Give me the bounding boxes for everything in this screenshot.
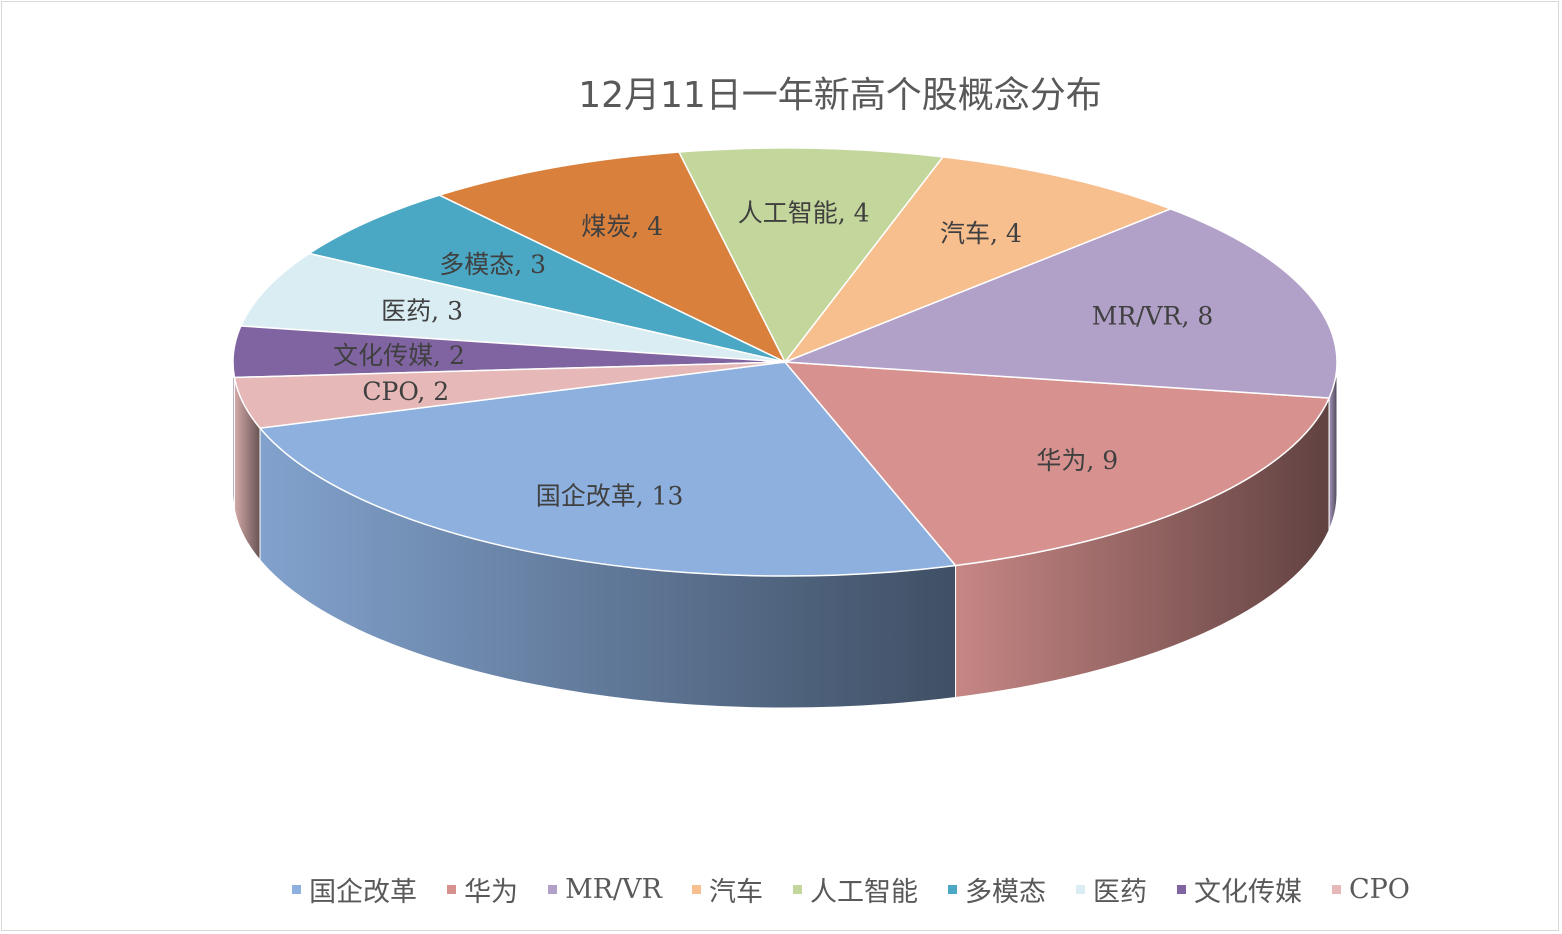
legend-label: 医药: [1092, 877, 1147, 908]
data-label-文化传媒: 文化传媒, 2: [333, 341, 465, 370]
legend-label: 汽车: [708, 877, 763, 908]
legend-item-人工智能: 人工智能: [792, 870, 918, 909]
legend-item-汽车: 汽车: [691, 870, 763, 909]
legend-item-国企改革: 国企改革: [292, 870, 417, 909]
legend-label: CPO: [1348, 874, 1410, 905]
legend-swatch: [691, 885, 701, 894]
data-label-人工智能: 人工智能, 4: [738, 198, 870, 227]
legend-item-医药: 医药: [1075, 870, 1147, 909]
slice-多模态: [307, 194, 786, 363]
legend-swatch: [792, 885, 802, 894]
legend-swatch: [1331, 885, 1341, 894]
legend-item-多模态: 多模态: [947, 870, 1046, 909]
slice-国企改革: [258, 361, 958, 577]
slice-人工智能: [677, 147, 945, 364]
legend-item-华为: 华为: [447, 870, 518, 909]
data-label-mr-vr: MR/VR, 8: [1092, 302, 1214, 331]
legend-label: MR/VR: [565, 874, 662, 905]
chart-title: 12月11日一年新高个股概念分布: [578, 75, 1102, 116]
legend-swatch: [1176, 885, 1186, 894]
slice-cpo: [233, 361, 786, 429]
legend-item-文化传媒: 文化传媒: [1176, 870, 1302, 909]
legend-label: 华为: [464, 877, 519, 908]
slice-汽车: [782, 156, 1173, 364]
data-label-多模态: 多模态, 3: [439, 250, 546, 279]
legend-item-cpo: CPO: [1331, 874, 1410, 905]
legend-swatch: [1075, 885, 1085, 894]
slice-华为: [783, 361, 1331, 567]
data-label-华为: 华为, 9: [1036, 446, 1118, 475]
chart-legend: 国企改革 华为 MR/VR 汽车 人工智能 多模态 医药 文化传媒 CPO: [0, 870, 1562, 909]
data-label-国企改革: 国企改革, 13: [536, 481, 684, 510]
legend-label: 国企改革: [309, 877, 418, 908]
legend-swatch: [292, 885, 302, 894]
data-label-cpo: CPO, 2: [362, 377, 449, 406]
legend-label: 文化传媒: [1193, 877, 1302, 908]
slice-mr-vr: [784, 208, 1338, 399]
legend-swatch: [947, 885, 957, 894]
data-label-汽车: 汽车, 4: [940, 219, 1022, 248]
legend-label: 多模态: [964, 877, 1046, 908]
data-label-煤炭: 煤炭, 4: [581, 212, 663, 241]
legend-swatch: [447, 885, 457, 894]
data-label-医药: 医药, 3: [381, 297, 463, 326]
legend-label: 人工智能: [809, 877, 918, 908]
slice-煤炭: [437, 151, 787, 364]
legend-item-mr-vr: MR/VR: [548, 874, 662, 905]
legend-swatch: [548, 885, 558, 894]
